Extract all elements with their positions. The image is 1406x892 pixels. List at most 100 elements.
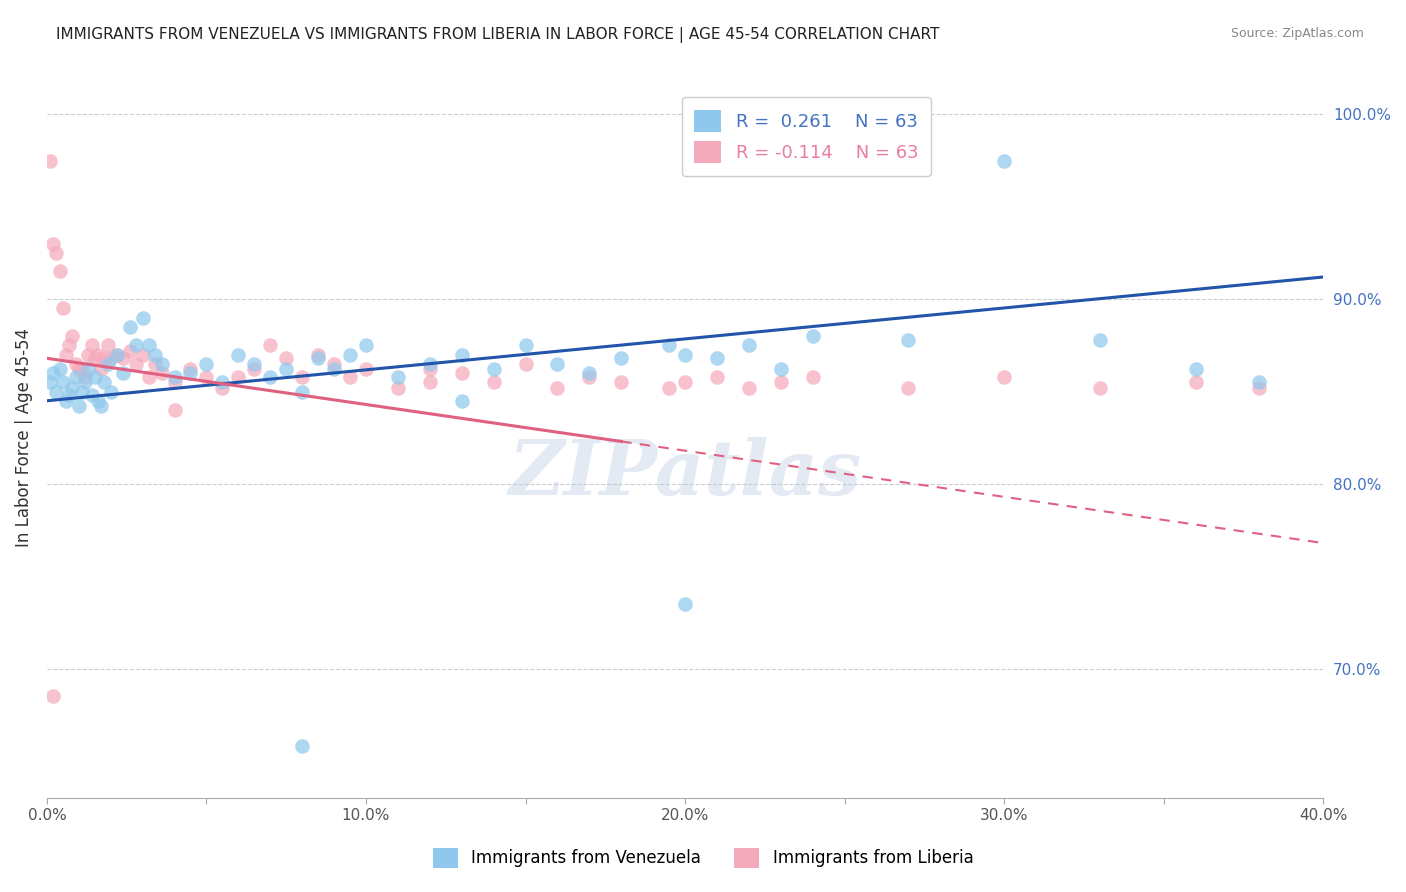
Point [52,376,75,390]
Point [291,369,314,384]
Legend: Immigrants from Venezuela, Immigrants from Liberia: Immigrants from Venezuela, Immigrants fr… [426,841,980,875]
Point [87,393,110,408]
Point [993,153,1015,168]
Point [482,376,505,390]
Point [578,366,600,380]
Point [323,362,346,376]
Point [993,369,1015,384]
Point [125,357,148,371]
Point [515,338,537,352]
Point [354,338,377,352]
Point [138,369,160,384]
Point [1184,376,1206,390]
Point [93,376,115,390]
Point [546,357,568,371]
Point [801,329,824,343]
Point [307,351,329,366]
Point [738,381,761,395]
Point [150,366,173,380]
Point [80,338,103,352]
Point [276,362,298,376]
Point [112,366,135,380]
Point [65,369,87,384]
Point [131,310,153,325]
Point [87,348,110,362]
Point [610,376,633,390]
Point [131,348,153,362]
Point [42,236,65,251]
Point [62,329,84,343]
Point [118,319,141,334]
Point [93,351,115,366]
Point [1088,333,1111,347]
Point [419,376,441,390]
Point [70,362,93,376]
Point [105,348,128,362]
Point [673,348,696,362]
Point [323,357,346,371]
Point [45,246,67,260]
Point [354,362,377,376]
Point [243,357,266,371]
Point [90,362,112,376]
Point [48,264,70,278]
Point [83,369,105,384]
Point [450,348,472,362]
Point [55,393,77,408]
Point [291,739,314,754]
Point [1249,381,1271,395]
Point [90,400,112,414]
Point [658,338,681,352]
Point [58,388,80,402]
Point [897,381,920,395]
Point [163,376,186,390]
Point [58,338,80,352]
Point [70,384,93,399]
Legend: R =  0.261    N = 63, R = -0.114    N = 63: R = 0.261 N = 63, R = -0.114 N = 63 [682,97,931,176]
Point [673,376,696,390]
Point [145,348,167,362]
Point [228,369,250,384]
Point [610,351,633,366]
Point [75,376,97,390]
Point [55,348,77,362]
Point [276,351,298,366]
Point [228,348,250,362]
Text: IMMIGRANTS FROM VENEZUELA VS IMMIGRANTS FROM LIBERIA IN LABOR FORCE | AGE 45-54 : IMMIGRANTS FROM VENEZUELA VS IMMIGRANTS … [56,27,939,43]
Point [42,366,65,380]
Point [211,381,233,395]
Point [673,597,696,611]
Point [339,369,361,384]
Point [1249,376,1271,390]
Point [769,362,792,376]
Point [450,366,472,380]
Point [112,351,135,366]
Point [150,357,173,371]
Point [706,351,728,366]
Y-axis label: In Labor Force | Age 45-54: In Labor Force | Age 45-54 [15,328,32,548]
Point [65,357,87,371]
Point [105,348,128,362]
Point [62,381,84,395]
Point [195,357,218,371]
Text: Source: ZipAtlas.com: Source: ZipAtlas.com [1230,27,1364,40]
Point [83,351,105,366]
Point [307,348,329,362]
Point [67,362,90,376]
Point [80,388,103,402]
Point [658,381,681,395]
Point [45,384,67,399]
Point [1184,362,1206,376]
Point [738,338,761,352]
Point [96,338,118,352]
Point [163,369,186,384]
Point [100,384,122,399]
Point [118,343,141,358]
Point [100,351,122,366]
Point [67,400,90,414]
Point [211,376,233,390]
Point [145,357,167,371]
Point [195,369,218,384]
Point [39,376,62,390]
Point [259,369,281,384]
